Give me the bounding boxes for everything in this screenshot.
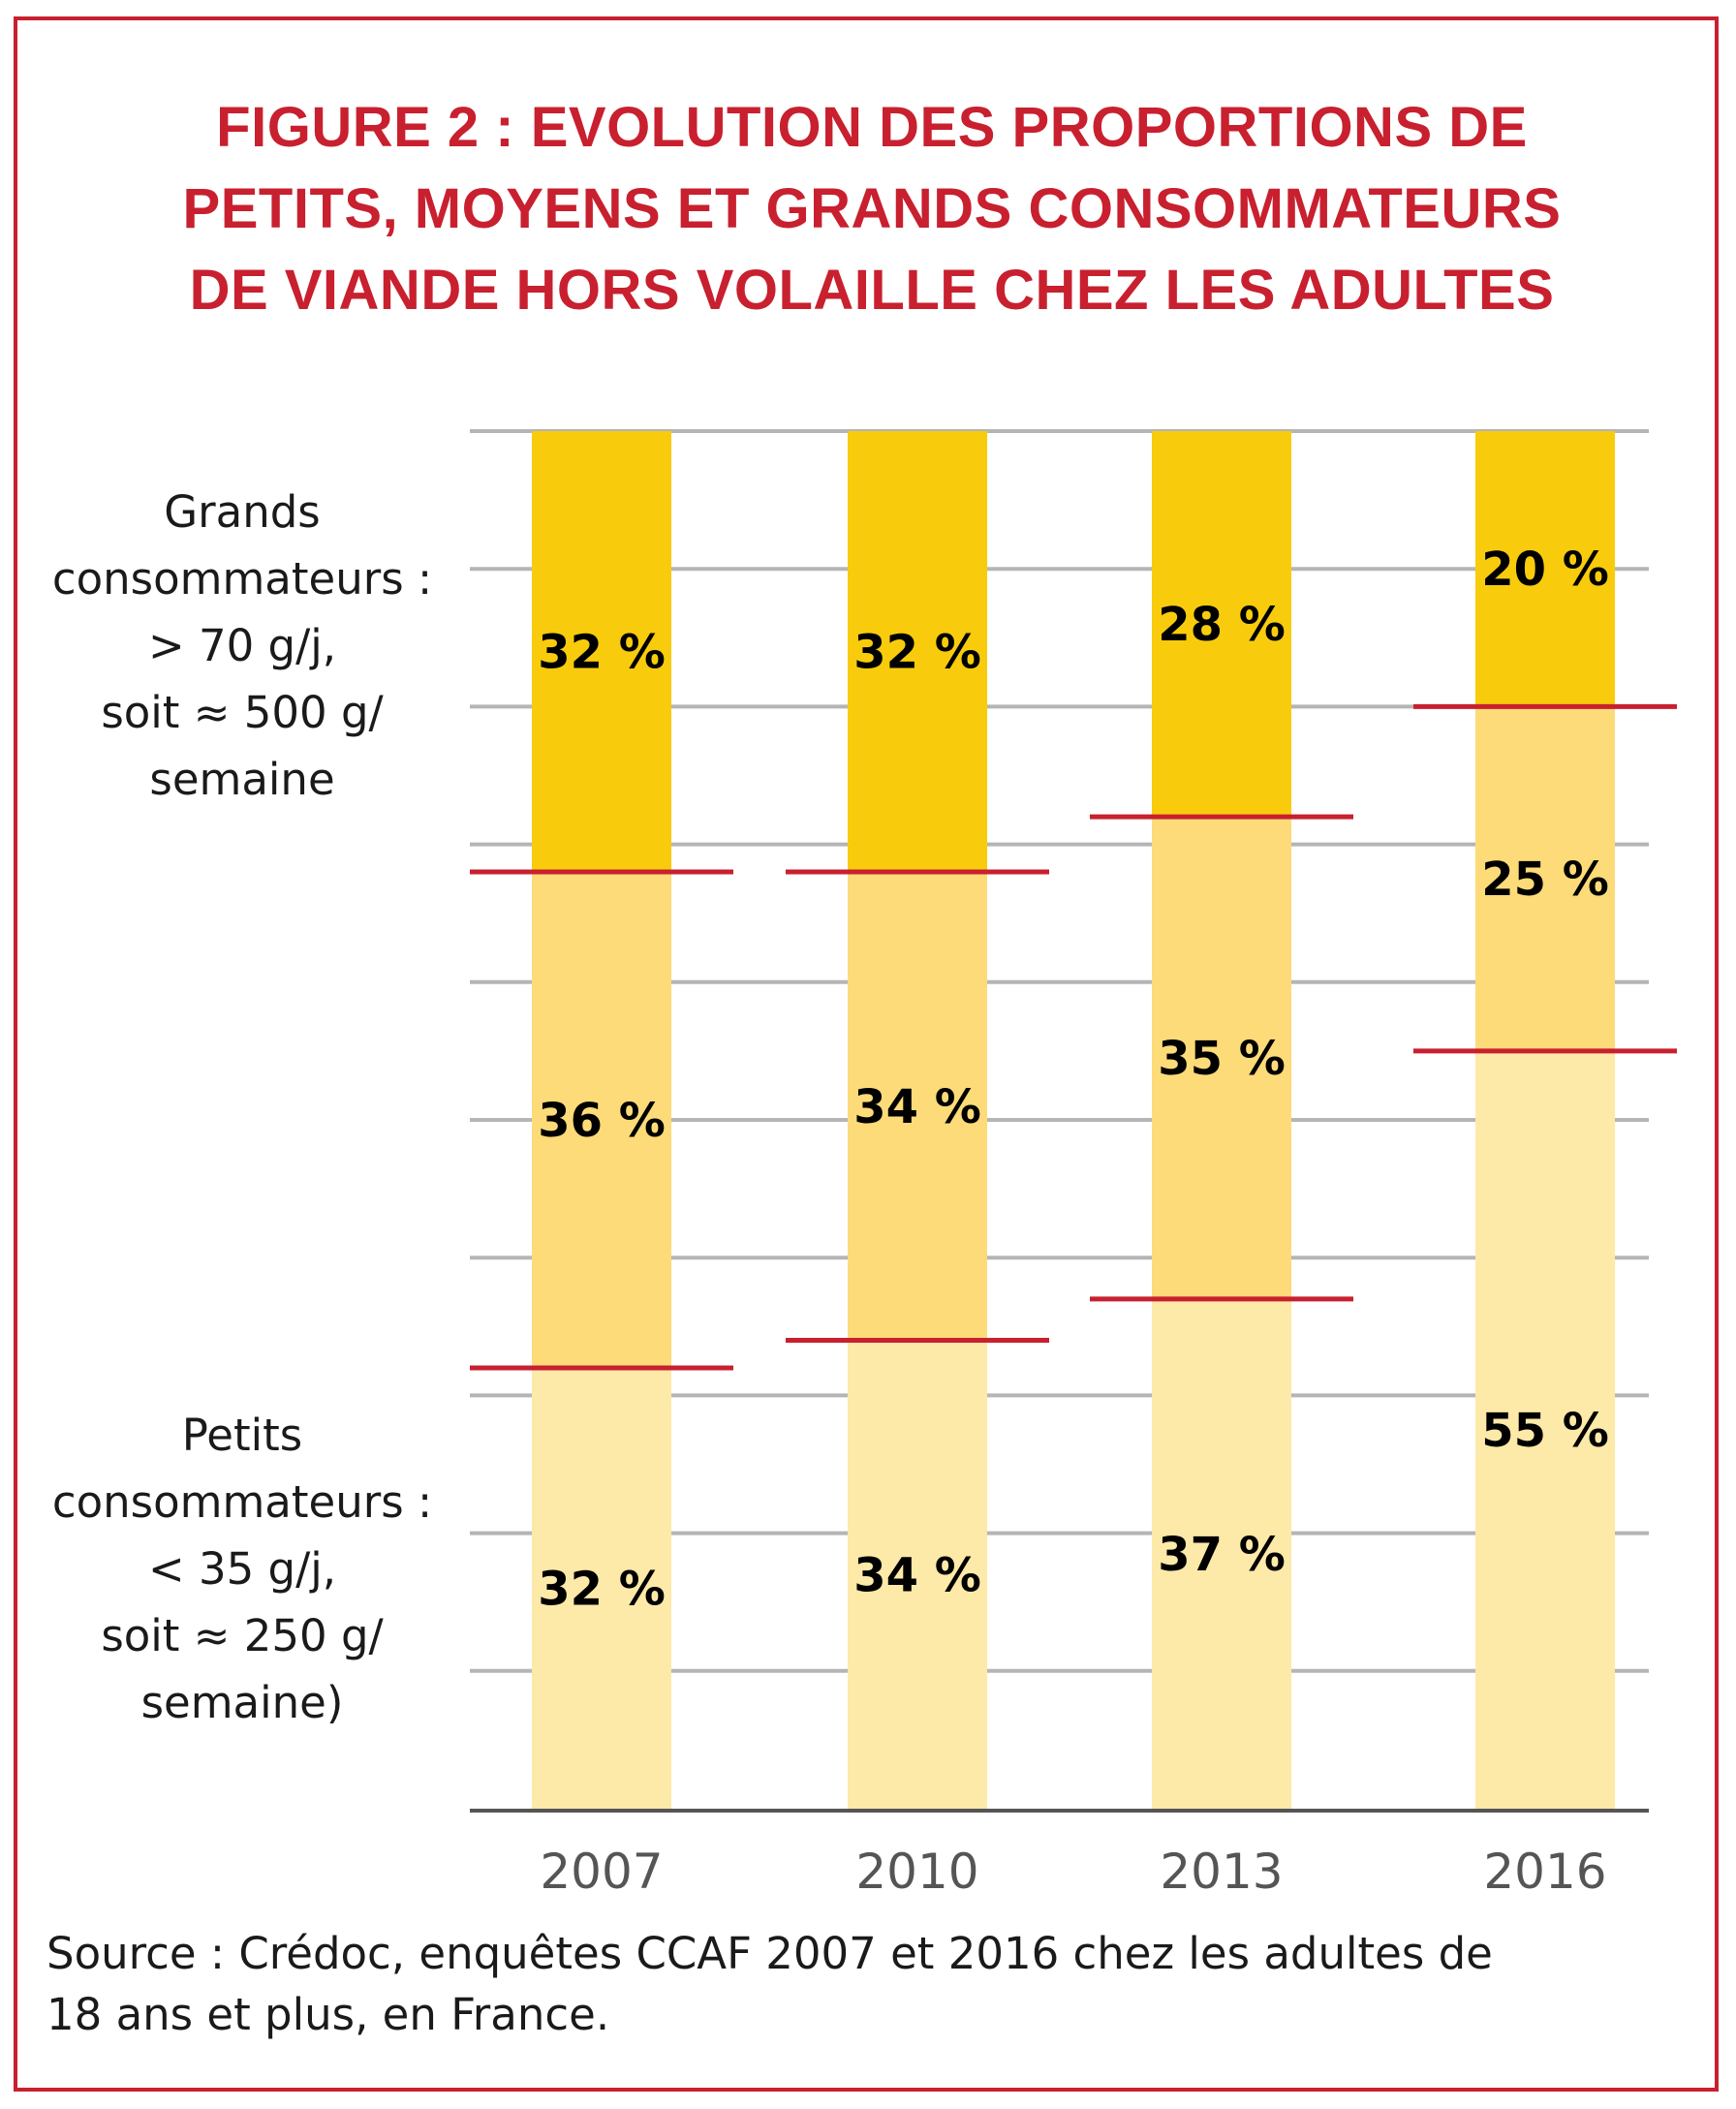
data-label-petits: 37 % [1158, 1528, 1286, 1582]
chart-title: FIGURE 2 : EVOLUTION DES PROPORTIONS DE … [39, 87, 1705, 331]
grands-label-line: Grands [164, 486, 321, 538]
segment-separators [470, 703, 1677, 1371]
grands-label-line: consommateurs : [51, 553, 433, 605]
data-label-moyens: 34 % [853, 1080, 981, 1134]
data-label-petits: 34 % [853, 1548, 981, 1602]
x-tick-label: 2007 [540, 1844, 663, 1900]
source-note: Source : Crédoc, enquêtes CCAF 2007 et 2… [46, 1923, 1693, 2045]
grands-label-line: semaine [149, 754, 335, 805]
bar-segment-grands [532, 431, 671, 873]
petits-label-line: < 35 g/j, [147, 1543, 337, 1595]
bar-segment-grands [1152, 431, 1291, 818]
grands-label-line: soit ≈ 500 g/ [101, 687, 384, 738]
data-label-grands: 32 % [538, 626, 666, 680]
data-label-petits: 55 % [1481, 1404, 1609, 1458]
data-label-moyens: 35 % [1158, 1032, 1286, 1086]
figure-frame [14, 16, 1719, 2092]
data-labels: 32 % 36 % 32 % 34 % 34 % 32 % 37 % 35 % 28 % 55 %… [538, 543, 1609, 1616]
petits-label-line: soit ≈ 250 g/ [101, 1610, 384, 1661]
bar-segment-moyens [1152, 817, 1291, 1299]
bar-segment-moyens [848, 872, 987, 1341]
petits-consommateurs-label: Petits consommateurs : < 35 g/j, soit ≈ … [39, 1402, 446, 1736]
petits-label-line: semaine) [140, 1677, 344, 1728]
x-tick-label: 2016 [1483, 1844, 1606, 1900]
x-tick-label: 2010 [855, 1844, 978, 1900]
data-label-petits: 32 % [538, 1562, 666, 1616]
bar-segment-grands [848, 431, 987, 873]
x-tick-label: 2013 [1160, 1844, 1283, 1900]
bar-segment-grands [1475, 431, 1615, 707]
petits-label-line: Petits [181, 1410, 303, 1461]
bar-segment-moyens [532, 872, 671, 1368]
grands-consommateurs-label: Grands consommateurs : > 70 g/j, soit ≈ … [39, 479, 446, 813]
data-label-grands: 28 % [1158, 598, 1286, 652]
data-label-grands: 20 % [1481, 543, 1609, 597]
source-line-1: Source : Crédoc, enquêtes CCAF 2007 et 2… [46, 1928, 1493, 1979]
bar-segment-petits [532, 1367, 671, 1809]
source-line-2: 18 ans et plus, en France. [46, 1989, 610, 2040]
grands-label-line: > 70 g/j, [147, 620, 337, 671]
bar-segment-petits [848, 1340, 987, 1809]
bars [532, 431, 1615, 1809]
title-line-3: DE VIANDE HORS VOLAILLE CHEZ LES ADULTES [189, 259, 1555, 322]
bar-segment-petits [1475, 1050, 1615, 1809]
bar-segment-moyens [1475, 706, 1615, 1051]
data-label-moyens: 25 % [1481, 853, 1609, 907]
data-label-moyens: 36 % [538, 1094, 666, 1148]
title-line-1: FIGURE 2 : EVOLUTION DES PROPORTIONS DE [216, 96, 1528, 159]
bar-segment-petits [1152, 1298, 1291, 1809]
title-line-2: PETITS, MOYENS ET GRANDS CONSOMMATEURS [182, 177, 1562, 240]
petits-label-line: consommateurs : [51, 1476, 433, 1528]
x-axis: 2007 2010 2013 2016 [470, 1809, 1649, 1900]
data-label-grands: 32 % [853, 626, 981, 680]
